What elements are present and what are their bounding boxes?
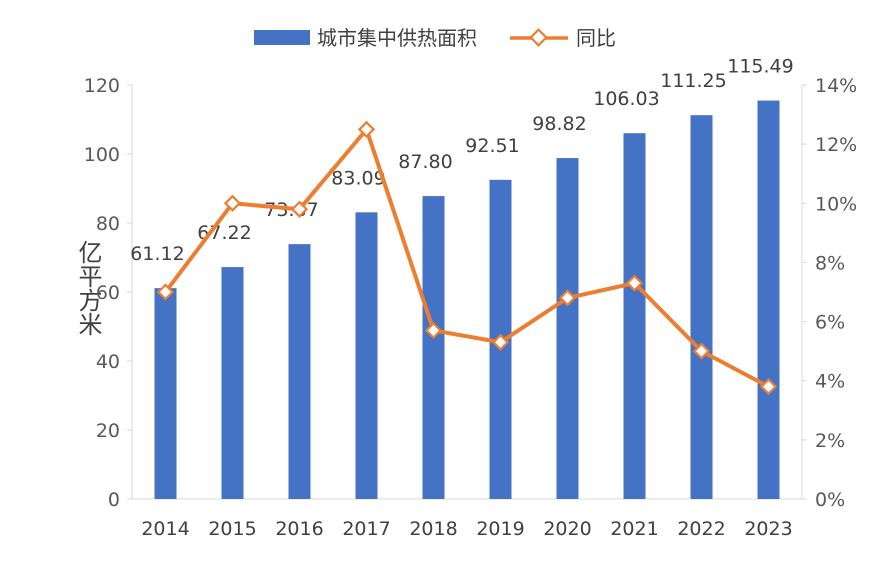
line-point-2021 xyxy=(625,274,644,292)
right-tick-label: 0% xyxy=(815,489,845,511)
bar-label-2015: 67.22 xyxy=(197,222,251,244)
bar-label-2019: 92.51 xyxy=(465,135,519,157)
line-point-2015 xyxy=(223,194,242,212)
x-tick-label: 2019 xyxy=(476,518,524,540)
left-tick-label: 20 xyxy=(96,420,120,442)
y-axis-label: 亿平方米 xyxy=(6,240,102,336)
line-point-2016 xyxy=(290,200,309,218)
bar-2018 xyxy=(422,196,445,499)
bar-2020 xyxy=(556,158,579,500)
right-axis-ticks: 0% 2% 4% 6% 8% 10% 12% 14% xyxy=(802,75,857,511)
line-point-2023 xyxy=(759,378,778,396)
x-tick-label: 2018 xyxy=(409,518,457,540)
x-tick-label: 2022 xyxy=(677,518,725,540)
line-point-2020 xyxy=(558,289,577,307)
left-tick-label: 60 xyxy=(96,282,120,304)
right-tick-label: 12% xyxy=(815,134,857,156)
bar-label-2014: 61.12 xyxy=(130,243,184,265)
legend-swatch-bar xyxy=(254,30,310,45)
line-point-2018 xyxy=(424,321,443,340)
x-axis-ticks: 2014 2015 2016 2017 2018 2019 2020 2021 2022 2023 xyxy=(141,518,792,540)
bar-2023 xyxy=(757,100,780,499)
line-series xyxy=(156,120,778,396)
bar-label-2020: 98.82 xyxy=(532,113,586,135)
right-tick-label: 8% xyxy=(815,252,845,274)
x-tick-label: 2020 xyxy=(543,518,591,540)
bar-label-2018: 87.80 xyxy=(398,151,452,173)
right-tick-label: 4% xyxy=(815,371,845,393)
x-tick-label: 2017 xyxy=(342,518,390,540)
left-tick-label: 40 xyxy=(96,351,120,373)
legend: 城市集中供热面积 同比 xyxy=(254,26,616,50)
bar-data-labels: 61.1267.2273.8783.0987.8092.5198.82106.0… xyxy=(130,56,793,266)
right-tick-label: 6% xyxy=(815,312,845,334)
legend-swatch-marker xyxy=(529,28,548,47)
line-point-2014 xyxy=(156,283,175,301)
bar-2014 xyxy=(154,288,177,499)
bar-2015 xyxy=(221,267,244,499)
right-tick-label: 2% xyxy=(815,430,845,452)
bar-2022 xyxy=(690,115,713,499)
x-tick-label: 2023 xyxy=(744,518,792,540)
bar-label-2023: 115.49 xyxy=(727,56,793,78)
right-tick-label: 14% xyxy=(815,75,857,97)
legend-label-bar: 城市集中供热面积 xyxy=(317,26,477,50)
bar-2021 xyxy=(623,133,646,499)
left-axis-ticks: 0 20 40 60 80 100 120 xyxy=(84,75,132,511)
left-tick-label: 100 xyxy=(84,144,120,166)
bar-2017 xyxy=(355,212,378,500)
left-tick-label: 0 xyxy=(108,489,120,511)
x-tick-label: 2021 xyxy=(610,518,658,540)
line-path xyxy=(163,127,770,389)
right-tick-label: 10% xyxy=(815,193,857,215)
line-point-2017 xyxy=(357,120,376,138)
bar-label-2022: 111.25 xyxy=(660,70,726,92)
legend-label-line: 同比 xyxy=(576,26,616,50)
bar-2016 xyxy=(288,244,311,499)
bar-label-2017: 83.09 xyxy=(331,167,385,189)
line-point-2019 xyxy=(491,333,510,351)
bar-series xyxy=(154,100,780,500)
x-tick-label: 2016 xyxy=(275,518,323,540)
line-point-2022 xyxy=(692,342,711,360)
x-tick-label: 2015 xyxy=(208,518,256,540)
bar-label-2021: 106.03 xyxy=(593,88,659,110)
left-tick-label: 80 xyxy=(96,213,120,235)
left-tick-label: 120 xyxy=(84,75,120,97)
x-tick-label: 2014 xyxy=(141,518,189,540)
